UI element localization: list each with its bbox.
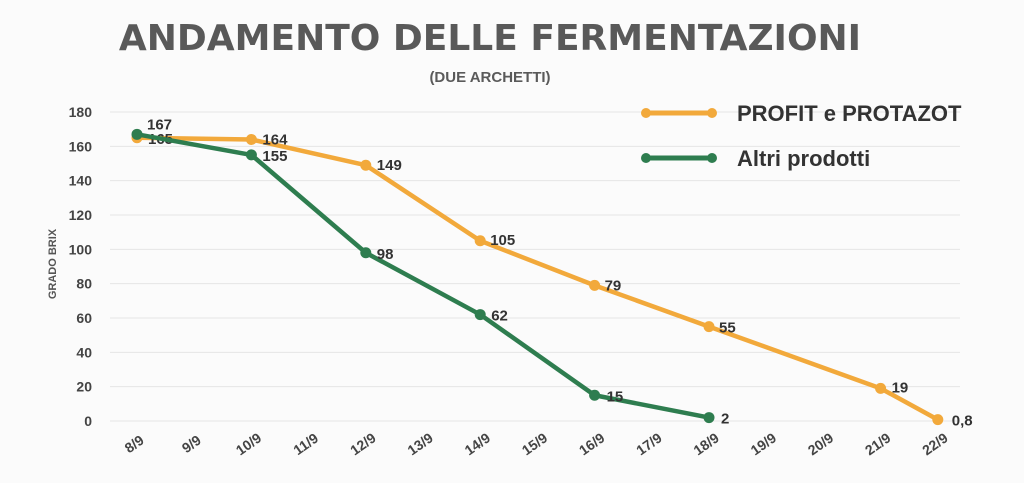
series-line: [134, 135, 941, 422]
legend-marker: [707, 153, 717, 163]
data-point: [589, 389, 601, 401]
y-tick-label: 80: [76, 276, 92, 292]
x-tick-label: 15/9: [519, 429, 551, 458]
legend-marker: [641, 108, 651, 118]
data-label: 105: [490, 232, 515, 249]
legend: PROFIT e PROTAZOT Altri prodotti: [641, 101, 962, 171]
y-tick-label: 40: [76, 344, 92, 360]
data-label: 19: [892, 379, 909, 396]
data-point: [474, 235, 486, 247]
data-label: 15: [607, 388, 624, 405]
x-tick-label: 16/9: [576, 429, 608, 458]
x-axis-ticks: 8/9 9/9 10/9 11/9 12/9 13/9 14/9 15/9 16/9 17/9 18…: [122, 429, 951, 458]
data-label: 98: [377, 246, 394, 263]
data-point: [589, 279, 601, 291]
legend-label: Altri prodotti: [737, 146, 870, 171]
x-tick-label: 19/9: [748, 429, 780, 458]
data-point: [131, 128, 143, 140]
data-point: [875, 382, 887, 394]
data-label: 167: [147, 116, 172, 133]
x-tick-label: 9/9: [179, 432, 204, 456]
legend-marker: [707, 108, 717, 118]
y-axis-ticks: 0 20 40 60 80 100 120 140 160 180: [69, 104, 93, 429]
data-point: [360, 247, 372, 259]
data-point: [703, 412, 715, 424]
gridlines: [110, 111, 960, 422]
x-tick-label: 8/9: [122, 432, 147, 456]
data-label: 79: [605, 277, 622, 294]
y-tick-label: 60: [76, 310, 92, 326]
series-line: [134, 132, 712, 420]
x-tick-label: 20/9: [805, 429, 837, 458]
legend-item: Altri prodotti: [641, 146, 870, 171]
data-point: [245, 149, 257, 161]
y-tick-label: 20: [76, 379, 92, 395]
x-tick-label: 13/9: [404, 429, 436, 458]
data-label: 164: [262, 131, 288, 148]
data-point: [245, 133, 257, 145]
y-tick-label: 0: [84, 413, 92, 429]
x-tick-label: 17/9: [633, 429, 665, 458]
x-tick-label: 21/9: [862, 429, 894, 458]
series-2: 167 155 98 62 15 2: [131, 116, 729, 428]
y-tick-label: 140: [69, 173, 93, 189]
data-point: [474, 309, 486, 321]
y-tick-label: 160: [69, 138, 93, 154]
chart-subtitle: (DUE ARCHETTI): [429, 69, 550, 86]
y-tick-label: 180: [69, 104, 93, 120]
data-label: 0,8: [952, 413, 973, 430]
legend-item: PROFIT e PROTAZOT: [641, 101, 962, 126]
x-tick-label: 11/9: [290, 430, 321, 458]
data-point: [932, 414, 944, 426]
legend-marker: [641, 153, 651, 163]
data-label: 149: [377, 157, 402, 174]
legend-label: PROFIT e PROTAZOT: [737, 101, 962, 126]
data-label: 155: [262, 148, 287, 165]
data-label: 62: [491, 308, 508, 325]
y-tick-label: 120: [69, 207, 93, 223]
x-tick-label: 12/9: [347, 429, 379, 458]
x-tick-label: 22/9: [919, 429, 951, 458]
y-axis-label: GRADO BRIX: [47, 228, 59, 299]
data-label: 55: [719, 320, 736, 337]
data-label: 2: [721, 411, 729, 428]
x-tick-label: 14/9: [462, 429, 494, 458]
chart-title: ANDAMENTO DELLE FERMENTAZIONI: [119, 18, 861, 59]
data-point: [360, 159, 372, 171]
x-tick-label: 10/9: [233, 429, 265, 458]
y-tick-label: 100: [69, 241, 93, 257]
x-tick-label: 18/9: [690, 429, 722, 458]
data-point: [703, 321, 715, 333]
